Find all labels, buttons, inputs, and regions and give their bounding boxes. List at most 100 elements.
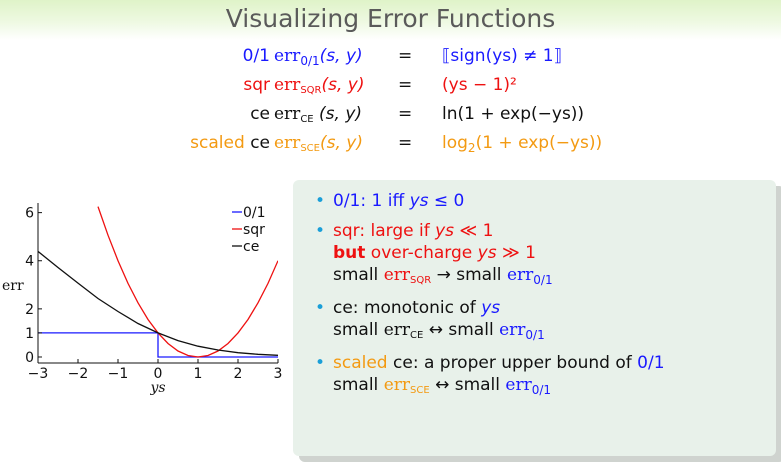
x-tick-label: 3 — [274, 366, 283, 382]
note-cond: ≤ 0 — [428, 191, 465, 211]
legend-label: ce — [243, 239, 259, 255]
note-label: 0/1: — [333, 191, 367, 211]
equation-rhs-01: ⟦sign(ys) ≠ 1⟧ — [442, 46, 563, 66]
err-subscript: SCE — [300, 143, 320, 154]
legend-label: 0/1 — [243, 205, 266, 221]
err-symbol: err — [274, 104, 301, 124]
note-sqr: • sqr: large if ys ≪ 1 but over-charge y… — [315, 220, 765, 289]
equation-table: 0/1 err0/1(s, y) = ⟦sign(ys) ≠ 1⟧ sqr er… — [150, 42, 670, 158]
series-line-ce — [38, 250, 278, 356]
y-tick-label: 1 — [25, 326, 34, 342]
note-label-orange: scaled — [333, 353, 388, 373]
log-text: log — [442, 133, 468, 153]
equation-name-prefix: scaled — [190, 133, 245, 153]
bullet-icon: • — [315, 221, 326, 241]
note-cond: ≪ 1 — [454, 221, 494, 241]
note-text: large if — [365, 221, 436, 241]
log-base: 2 — [467, 141, 476, 155]
err-symbol: err — [383, 320, 411, 340]
note-text: monotonic of — [358, 298, 482, 318]
x-axis-label: ys — [149, 380, 165, 396]
y-tick-label: 0 — [25, 350, 34, 366]
equation-name-01: 0/1 — [242, 46, 270, 66]
equation-row-sqr: sqr errSQR(s, y) = (ys − 1)² — [150, 71, 670, 100]
note-cond: ≫ 1 — [496, 243, 536, 263]
equation-row-ce: ce errCE (s, y) = ln(1 + exp(−ys)) — [150, 100, 670, 129]
note-var: ys — [409, 191, 429, 211]
bullet-icon: • — [315, 191, 326, 211]
equation-lhs-sce: errSCE(s, y) — [274, 129, 363, 160]
err-subscript: SQR — [300, 85, 322, 96]
equation-args: (s, y) — [321, 75, 365, 95]
err-subscript: 0/1 — [300, 54, 320, 68]
equation-row-01: 0/1 err0/1(s, y) = ⟦sign(ys) ≠ 1⟧ — [150, 42, 670, 71]
x-tick-label: 2 — [234, 366, 243, 382]
bullet-icon: • — [315, 353, 326, 373]
note-01: • 0/1: 1 iff ys ≤ 0 — [315, 190, 765, 212]
err-subscript: 0/1 — [525, 328, 545, 342]
note-var: ys — [481, 298, 501, 318]
note-ce: • ce: monotonic of ys small errCE ↔ smal… — [315, 297, 765, 344]
notes-list: • 0/1: 1 iff ys ≤ 0 • sqr: large if ys ≪… — [315, 190, 765, 407]
note-label: ce: — [387, 353, 419, 373]
x-tick-label: −1 — [108, 366, 129, 382]
note-text: a proper upper bound of — [418, 353, 638, 373]
note-label: sqr: — [333, 221, 366, 241]
x-tick-label: −3 — [28, 366, 49, 382]
err-subscript: 0/1 — [533, 273, 553, 287]
err-subscript: 0/1 — [531, 383, 552, 397]
err-symbol: err — [274, 46, 301, 66]
series-line-sqr — [97, 206, 278, 358]
x-tick-label: 0 — [154, 366, 163, 382]
equals-sign: = — [398, 46, 413, 66]
log-argument: (1 + exp(−ys)) — [475, 133, 603, 153]
x-tick-label: 1 — [194, 366, 203, 382]
err-symbol: err — [506, 265, 534, 285]
err-subscript: SCE — [410, 385, 430, 396]
equation-args: (s, y) — [313, 104, 363, 124]
slide-title: Visualizing Error Functions — [225, 4, 556, 33]
err-symbol: err — [499, 320, 526, 340]
err-symbol: err — [505, 375, 532, 395]
title-bar — [0, 0, 781, 40]
equation-name-sce: scaled ce — [190, 129, 270, 158]
y-axis-label: err — [2, 278, 24, 294]
equation-lhs-ce: errCE (s, y) — [274, 100, 362, 131]
err-subscript: SQR — [410, 275, 432, 286]
note-text: small — [333, 320, 384, 340]
series-line-0-1 — [38, 332, 278, 358]
err-symbol: err — [383, 265, 411, 285]
note-arrow: → small — [431, 265, 507, 285]
legend-label: sqr — [243, 222, 265, 238]
notes-box: • 0/1: 1 iff ys ≤ 0 • sqr: large if ys ≪… — [293, 180, 776, 456]
equation-name-sqr: sqr — [243, 75, 270, 95]
y-tick-label: 2 — [25, 302, 34, 318]
equation-args: (s, y) — [319, 46, 363, 66]
note-text: over-charge — [365, 243, 478, 263]
x-tick-label: −2 — [68, 366, 89, 382]
y-tick-label: 4 — [25, 254, 34, 270]
equation-name-ce: ce — [250, 104, 270, 124]
note-text: 1 iff — [366, 191, 410, 211]
note-but: but — [333, 243, 366, 263]
equals-sign: = — [398, 104, 413, 124]
equation-rhs-ce: ln(1 + exp(−ys)) — [442, 104, 585, 124]
note-var: ys — [435, 221, 455, 241]
equation-lhs-sqr: errSQR(s, y) — [274, 71, 365, 102]
equals-sign: = — [398, 75, 413, 95]
y-tick-label: 6 — [25, 206, 34, 222]
note-text: small — [333, 375, 384, 395]
note-ref: 0/1 — [637, 353, 665, 373]
note-scaled-ce: • scaled ce: a proper upper bound of 0/1… — [315, 352, 765, 399]
equation-lhs-01: err0/1(s, y) — [274, 42, 363, 72]
equation-row-sce: scaled ce errSCE(s, y) = log2(1 + exp(−y… — [150, 129, 670, 158]
err-subscript: CE — [410, 330, 424, 341]
note-arrow: ↔ small — [423, 320, 500, 340]
note-arrow: ↔ small — [429, 375, 506, 395]
err-subscript: CE — [300, 114, 314, 125]
equation-name-ce-part: ce — [250, 133, 270, 153]
equation-args: (s, y) — [319, 133, 363, 153]
equals-sign: = — [398, 133, 413, 153]
bullet-icon: • — [315, 298, 326, 318]
